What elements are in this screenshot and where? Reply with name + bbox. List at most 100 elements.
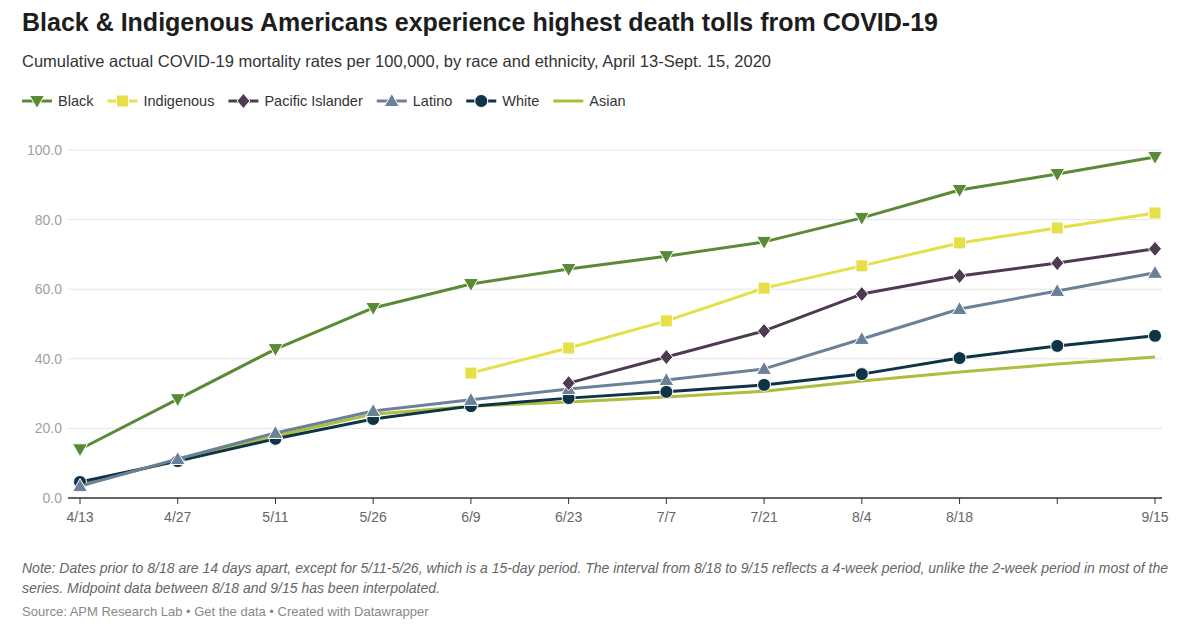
point — [952, 302, 967, 315]
series-line — [569, 249, 1155, 383]
point — [1051, 256, 1064, 271]
point — [1149, 207, 1161, 219]
point — [758, 323, 771, 338]
point — [73, 444, 88, 457]
x-tick — [80, 498, 81, 504]
legend-marker — [475, 95, 488, 108]
title: Black & Indigenous Americans experience … — [22, 8, 938, 37]
series-line — [80, 273, 1155, 486]
point — [660, 385, 673, 398]
chart: 0.0 20.0 40.0 60.0 80.0 100.0 4/13 4/27 5/11 5/26… — [0, 0, 1200, 640]
legend-label: Latino — [413, 93, 453, 109]
x-tick — [373, 498, 374, 504]
point — [855, 287, 868, 302]
x-axis-line — [68, 498, 1162, 499]
point — [854, 331, 869, 344]
point — [954, 237, 966, 249]
point — [1148, 151, 1163, 164]
point — [1050, 169, 1065, 182]
point — [562, 376, 575, 391]
legend-swatch — [553, 100, 583, 103]
x-tick-label: 9/15 — [1141, 509, 1168, 525]
point — [170, 452, 185, 465]
series-line — [80, 157, 1155, 449]
point — [855, 368, 868, 381]
point — [659, 251, 674, 264]
point — [953, 268, 966, 283]
grid-line — [68, 289, 1162, 290]
x-tick-label: 7/21 — [750, 509, 777, 525]
y-tick-label: 20.0 — [35, 420, 62, 436]
point — [1050, 283, 1065, 296]
x-tick-label: 6/9 — [461, 509, 481, 525]
y-tick-label: 0.0 — [43, 490, 63, 506]
legend-label: Black — [58, 93, 94, 109]
x-tick — [764, 498, 765, 504]
point — [1148, 265, 1163, 278]
y-tick-label: 40.0 — [35, 351, 62, 367]
x-tick — [666, 498, 667, 504]
x-tick-label: 8/4 — [852, 509, 872, 525]
point — [856, 260, 868, 272]
legend-marker — [237, 94, 250, 109]
point — [660, 350, 673, 365]
series-line — [80, 336, 1155, 482]
x-tick — [1057, 498, 1058, 504]
y-tick-label: 60.0 — [35, 281, 62, 297]
point — [660, 315, 672, 327]
x-tick-label: 4/27 — [164, 509, 191, 525]
legend-label: Indigenous — [143, 93, 214, 109]
point — [952, 185, 967, 198]
x-tick — [177, 498, 178, 504]
legend-label: Pacific Islander — [264, 93, 362, 109]
point — [366, 302, 381, 315]
point — [463, 278, 478, 291]
point — [757, 236, 772, 249]
x-tick-label: 5/26 — [360, 509, 387, 525]
plot-area — [73, 151, 1163, 491]
grid-line — [68, 219, 1162, 220]
y-tick-label: 80.0 — [35, 212, 62, 228]
source: Source: APM Research Lab • Get the data … — [22, 604, 429, 619]
point — [1149, 329, 1162, 342]
point — [465, 367, 477, 379]
legend-marker — [116, 95, 128, 107]
point — [563, 342, 575, 354]
point — [659, 373, 674, 386]
grid-line — [68, 498, 1162, 499]
series-line — [80, 357, 1155, 485]
x-tick-label: 4/13 — [66, 509, 93, 525]
point — [953, 352, 966, 365]
point — [73, 479, 88, 492]
grid-line — [68, 358, 1162, 359]
x-tick — [861, 498, 862, 504]
point — [268, 344, 283, 357]
legend-label: White — [502, 93, 539, 109]
legend-marker — [30, 96, 45, 109]
x-tick-label: 5/11 — [262, 509, 288, 525]
point — [758, 282, 770, 294]
y-tick-label: 100.0 — [27, 142, 62, 158]
point — [854, 212, 869, 225]
x-tick — [568, 498, 569, 504]
x-tick — [959, 498, 960, 504]
legend-marker — [384, 94, 399, 107]
x-tick-label: 8/18 — [946, 509, 973, 525]
subtitle: Cumulative actual COVID-19 mortality rat… — [22, 52, 771, 71]
legend: Black Indigenous Pacific Islander Latino Whi… — [22, 93, 626, 109]
x-tick — [470, 498, 471, 504]
point — [268, 425, 283, 438]
point — [1051, 222, 1063, 234]
x-tick-label: 6/23 — [555, 509, 582, 525]
point — [463, 392, 478, 405]
grid-line — [68, 428, 1162, 429]
x-tick-label: 7/7 — [657, 509, 677, 525]
x-tick — [1155, 498, 1156, 504]
point — [561, 264, 576, 277]
point — [1051, 339, 1064, 352]
point — [758, 378, 771, 391]
note: Note: Dates prior to 8/18 are 14 days ap… — [22, 558, 1172, 598]
point — [757, 361, 772, 374]
point — [1149, 241, 1162, 256]
x-tick — [275, 498, 276, 504]
